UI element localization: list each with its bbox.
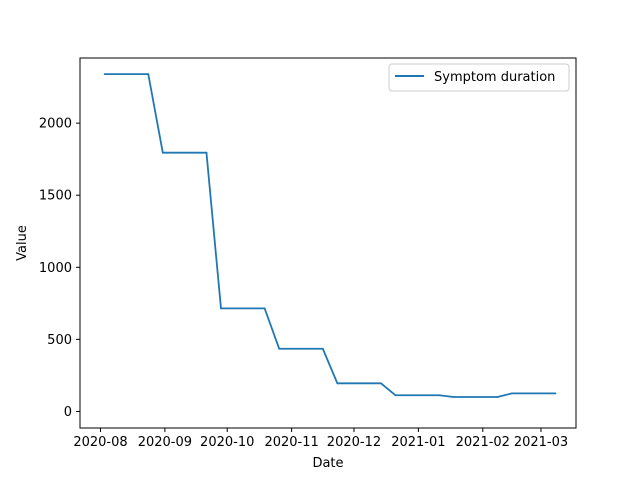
data-point	[220, 307, 222, 310]
x-tick-label: 2021-01	[391, 435, 445, 450]
y-tick-label: 1500	[39, 189, 72, 204]
data-point	[438, 394, 441, 397]
data-point	[161, 151, 164, 154]
data-point	[554, 392, 557, 395]
y-tick-label: 500	[47, 333, 72, 348]
x-tick-label: 2020-10	[200, 435, 254, 450]
data-point	[394, 394, 397, 397]
data-point	[205, 151, 208, 154]
plot-area	[80, 58, 576, 428]
data-point	[510, 392, 513, 395]
data-point	[452, 396, 455, 398]
y-tick-label: 2000	[39, 117, 72, 132]
x-tick-label: 2021-03	[514, 435, 568, 450]
legend-box	[388, 63, 570, 92]
series-line	[104, 73, 556, 398]
x-tick-label: 2021-02	[456, 435, 510, 450]
data-point	[380, 382, 382, 385]
x-tick-label: 2020-12	[327, 435, 381, 450]
y-axis-ticks: 0 500 1000 1500 2000	[39, 117, 80, 420]
data-point	[321, 347, 324, 350]
x-tick-label: 2020-11	[264, 435, 318, 450]
data-point	[496, 396, 499, 398]
x-tick-label: 2020-08	[73, 435, 127, 450]
y-tick-label: 1000	[39, 261, 72, 276]
legend-label: Symptom duration	[434, 70, 555, 85]
x-tick-label: 2020-09	[138, 435, 192, 450]
data-point	[336, 382, 339, 385]
x-axis-label: Date	[312, 456, 343, 471]
plot-frame	[79, 57, 577, 429]
y-tick-label: 0	[64, 405, 72, 420]
series-layer	[103, 73, 557, 398]
x-axis-ticks: 2020-08 2020-09 2020-10 2020-11 2020-12 2021-…	[73, 428, 568, 450]
data-point	[278, 347, 281, 350]
data-point	[103, 73, 106, 76]
y-axis-label: Value	[15, 225, 30, 261]
data-point	[147, 73, 150, 76]
data-point	[263, 307, 266, 310]
legend: Symptom duration	[388, 63, 570, 92]
